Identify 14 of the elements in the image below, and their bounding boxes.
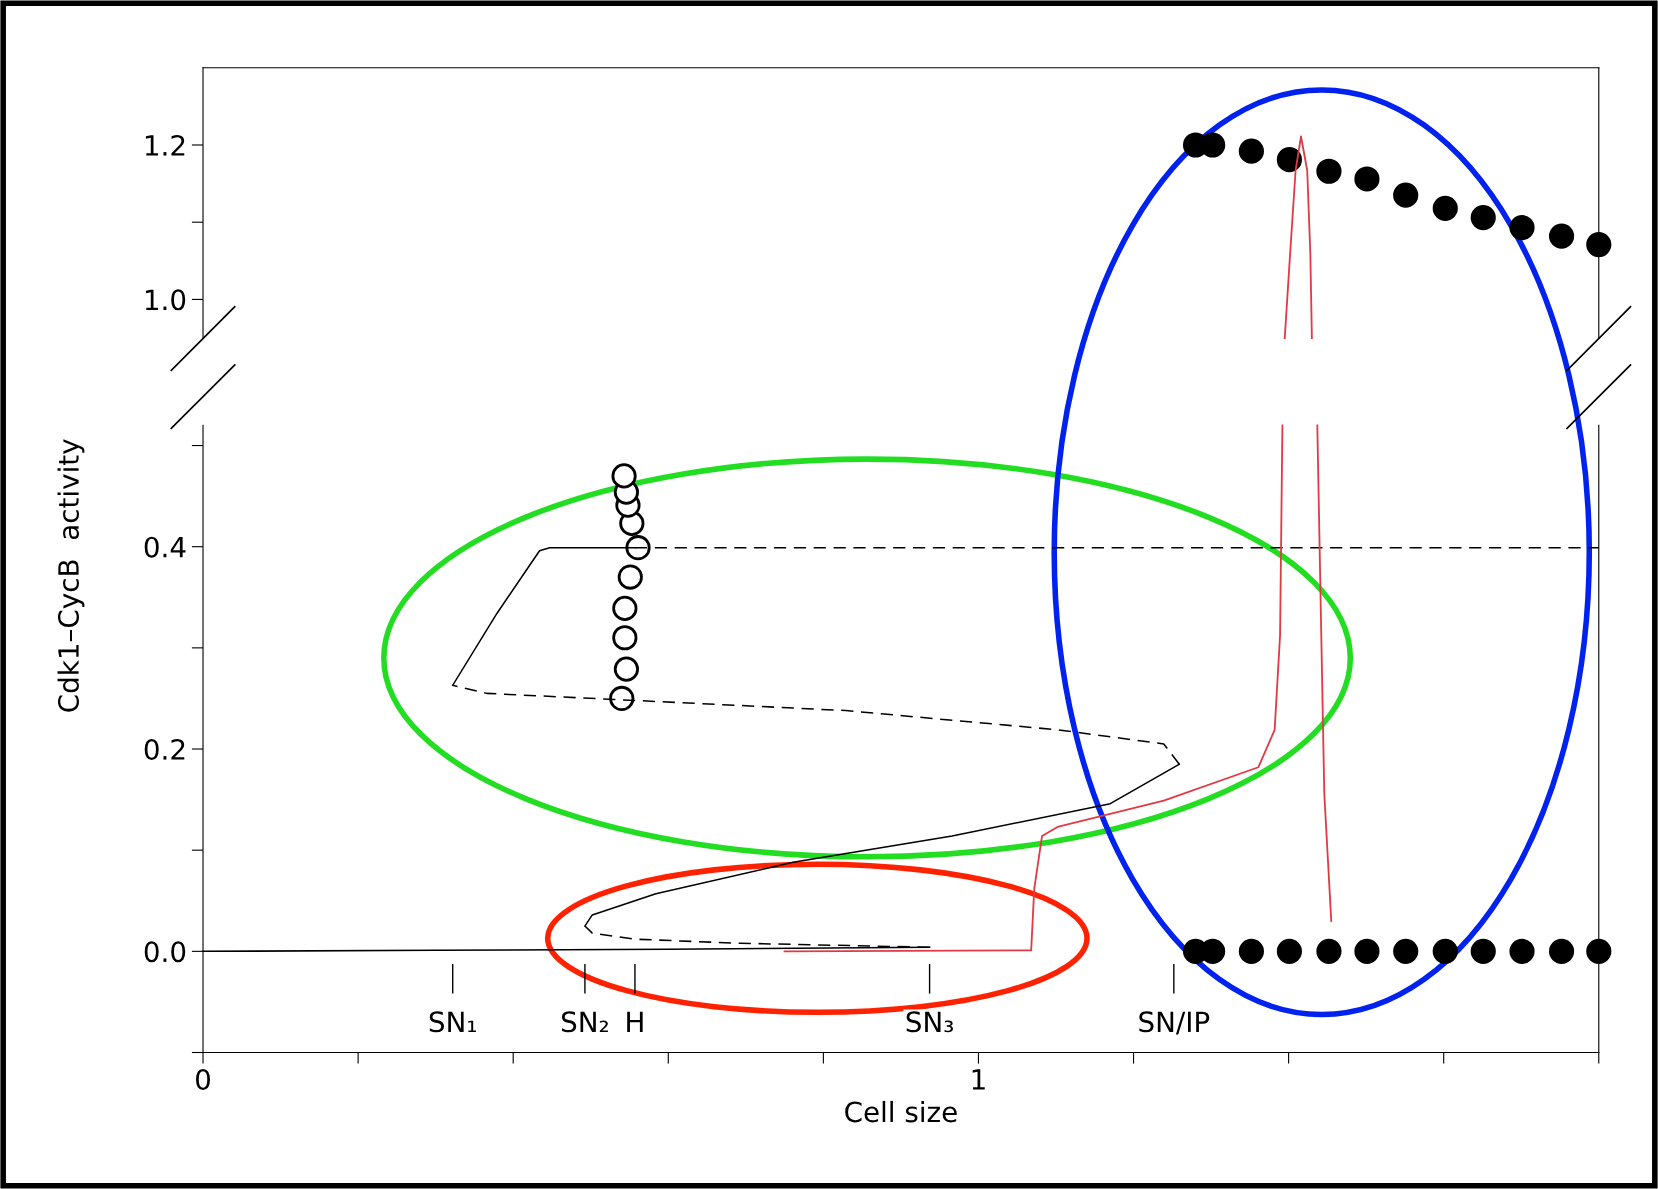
ref-line-label: SN₃ [906, 1011, 953, 1033]
y-tick-label: 0.2 [144, 738, 185, 760]
y-tick-label: 0.0 [144, 941, 186, 963]
ref-line-label: H [627, 1011, 643, 1032]
ref-line-label: SN₁ [429, 1011, 476, 1033]
x-axis-title: Cell size [845, 1100, 957, 1123]
x-tick-label: 0 [196, 1068, 211, 1090]
y-axis-title: Cdk1–CycB activity [57, 439, 85, 712]
y-tick-label: 1.0 [145, 289, 186, 311]
x-tick-label: 1 [972, 1069, 985, 1090]
y-tick-label: 0.4 [144, 536, 186, 558]
ref-line-label: SN₂ [561, 1011, 608, 1033]
y-tick-label: 1.2 [145, 134, 185, 156]
ref-line-label: SN/IP [1139, 1011, 1210, 1035]
